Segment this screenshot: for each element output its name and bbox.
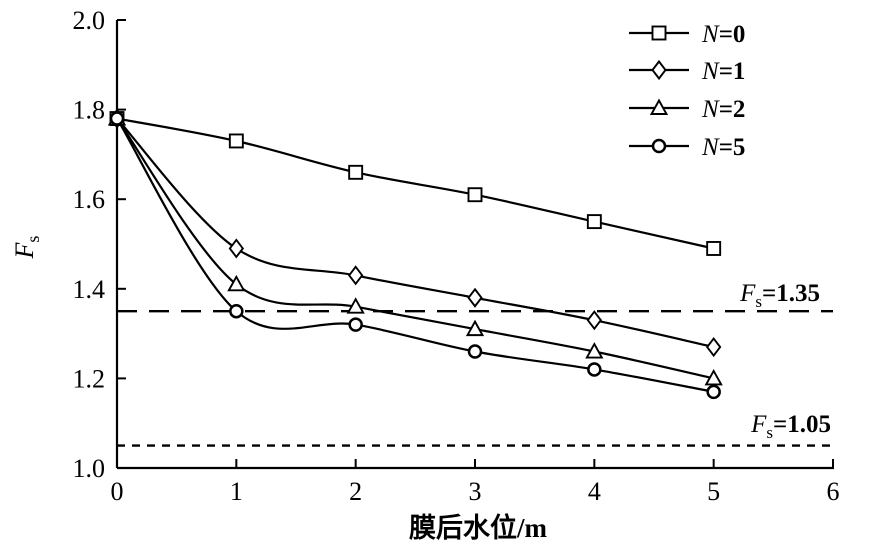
series-marker-diamond <box>347 265 364 286</box>
x-axis-label: 膜后水位/m <box>409 512 548 543</box>
legend-marker-triangle <box>649 98 669 115</box>
y-tick-label: 1.6 <box>73 185 106 214</box>
y-tick-label: 1.8 <box>73 96 106 125</box>
series-marker-diamond <box>467 287 483 308</box>
series-marker-diamond <box>228 238 245 259</box>
series-marker-triangle <box>227 274 246 292</box>
legend-marker-square <box>651 25 667 41</box>
series-marker-diamond <box>705 336 722 358</box>
y-tick-label: 1.2 <box>73 364 106 393</box>
y-tick-label: 1.0 <box>73 454 106 483</box>
series-line-N=1 <box>116 117 714 349</box>
series-marker-circle <box>109 111 125 126</box>
series-line-N=5 <box>116 117 714 393</box>
series-marker-square <box>586 214 602 230</box>
reference-line-label: Fs=1.05 <box>750 411 831 442</box>
series-marker-triangle <box>585 342 604 359</box>
series-marker-triangle <box>465 319 485 337</box>
series-marker-diamond <box>586 310 603 331</box>
y-axis-label: Fs <box>10 236 43 260</box>
series-line-N=2 <box>116 117 714 380</box>
legend-marker-diamond <box>651 59 667 81</box>
series-marker-circle <box>229 303 244 319</box>
series-marker-circle <box>587 362 602 377</box>
x-tick-label: 2 <box>349 477 362 506</box>
series-marker-square <box>348 164 364 180</box>
series-marker-triangle <box>346 297 365 314</box>
x-tick-label: 4 <box>588 477 601 506</box>
y-tick-label: 1.4 <box>73 275 106 304</box>
series-marker-square <box>467 187 483 203</box>
series-line-N=0 <box>116 117 714 250</box>
series-marker-square <box>706 241 722 256</box>
x-tick-label: 3 <box>469 477 482 506</box>
x-tick-label: 5 <box>707 477 720 506</box>
legend-label: N=0 <box>701 21 745 48</box>
series-marker-circle <box>467 344 483 359</box>
legend-label: N=1 <box>701 58 745 85</box>
series-marker-circle <box>348 317 363 332</box>
legend-label: N=5 <box>701 134 745 161</box>
legend-marker-circle <box>651 138 667 154</box>
x-tick-label: 6 <box>827 477 840 506</box>
legend-label: N=2 <box>701 96 745 123</box>
series-marker-triangle <box>704 368 723 386</box>
x-tick-label: 0 <box>111 477 124 506</box>
series-marker-square <box>228 133 244 149</box>
y-tick-label: 2.0 <box>73 6 106 35</box>
x-tick-label: 1 <box>230 477 243 506</box>
series-marker-circle <box>706 384 721 400</box>
reference-line-label: Fs=1.35 <box>739 280 820 311</box>
